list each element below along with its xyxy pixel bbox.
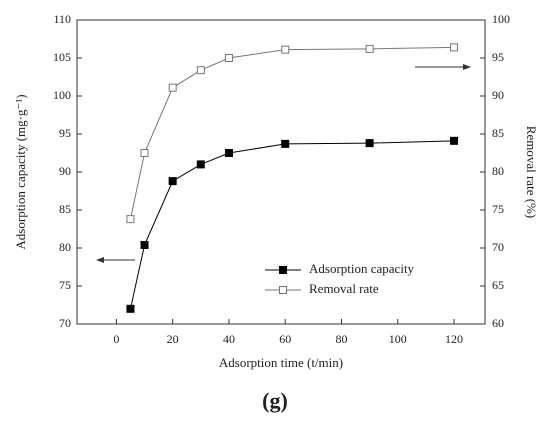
y2-tick-label: 100 (492, 12, 510, 26)
data-point (365, 44, 374, 53)
y2-tick-label: 65 (492, 278, 504, 292)
y-tick-label: 80 (59, 240, 71, 254)
data-point (168, 177, 177, 186)
y2-tick-label: 75 (492, 202, 504, 216)
y-tick-label: 110 (53, 12, 71, 26)
y2-tick-label: 70 (492, 240, 504, 254)
x-tick-label: 80 (335, 332, 347, 346)
x-tick-label: 40 (223, 332, 235, 346)
data-point (281, 45, 290, 54)
y2-tick-label: 90 (492, 88, 504, 102)
y-tick-label: 85 (59, 202, 71, 216)
legend-marker (279, 286, 287, 294)
plot-frame (76, 19, 486, 325)
y-tick-label: 90 (59, 164, 71, 178)
x-tick-label: 60 (279, 332, 291, 346)
series-line (129, 140, 455, 309)
x-tick-label: 100 (389, 332, 407, 346)
y-axis-title: Adsorption capacity (mg·g⁻¹) (13, 94, 28, 249)
y2-tick-label: 80 (492, 164, 504, 178)
x-tick-label: 0 (113, 332, 119, 346)
y-tick-label: 75 (59, 278, 71, 292)
data-point (140, 240, 149, 249)
data-point (224, 149, 233, 157)
data-point (450, 43, 459, 52)
data-point (140, 149, 149, 157)
y-tick-label: 70 (59, 316, 71, 330)
data-point (196, 160, 205, 169)
data-point (168, 83, 177, 92)
x-tick-label: 120 (445, 332, 463, 346)
legend-label: Removal rate (309, 281, 379, 296)
y-tick-label: 105 (53, 50, 71, 64)
y2-tick-label: 95 (492, 50, 504, 64)
data-point (196, 66, 205, 75)
x-axis-title: Adsorption time (t/min) (219, 355, 343, 370)
y-tick-label: 100 (53, 88, 71, 102)
legend-marker (279, 266, 287, 274)
y2-tick-label: 60 (492, 316, 504, 330)
y2-axis-title: Removal rate (%) (524, 126, 539, 218)
data-point (126, 215, 135, 224)
y-tick-label: 95 (59, 126, 71, 140)
x-tick-label: 20 (167, 332, 179, 346)
data-point (450, 136, 459, 145)
y2-tick-label: 85 (492, 126, 504, 140)
data-point (126, 304, 135, 313)
series-line (129, 46, 455, 220)
legend-label: Adsorption capacity (309, 261, 415, 276)
data-point (224, 54, 233, 62)
data-point (281, 139, 290, 148)
caption: (g) (262, 388, 288, 413)
data-point (365, 139, 374, 148)
